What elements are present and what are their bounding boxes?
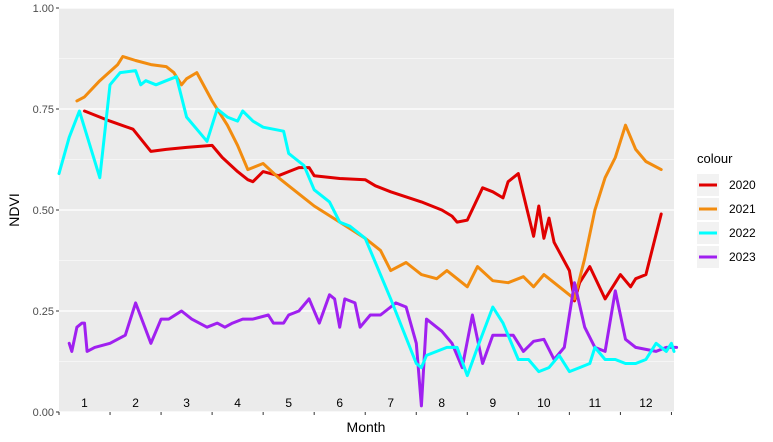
month-label: 3 bbox=[183, 396, 190, 410]
y-axis-ticks: 0.00 0.25 0.50 0.75 1.00 bbox=[33, 3, 59, 419]
month-labels: 1 2 3 4 5 6 7 8 9 10 11 12 bbox=[81, 396, 653, 410]
series-line-2023 bbox=[67, 281, 679, 408]
month-label: 11 bbox=[589, 396, 602, 410]
minor-gridlines bbox=[59, 58, 674, 362]
month-label: 2 bbox=[132, 396, 139, 410]
month-label: 8 bbox=[438, 396, 445, 410]
legend-title: colour bbox=[697, 151, 733, 166]
y-tick-label: 0.75 bbox=[33, 104, 54, 116]
y-tick-label: 0.50 bbox=[33, 205, 54, 217]
series-lines bbox=[57, 55, 679, 408]
y-tick-label: 0.25 bbox=[33, 306, 54, 318]
month-label: 10 bbox=[537, 396, 551, 410]
y-axis-title: NDVI bbox=[6, 193, 22, 226]
y-tick-label: 1.00 bbox=[33, 3, 54, 15]
month-label: 6 bbox=[336, 396, 343, 410]
legend-items: 2020 2021 2022 2023 bbox=[697, 174, 756, 268]
x-axis-ticks bbox=[58, 412, 672, 415]
x-axis-title: Month bbox=[347, 419, 386, 435]
month-label: 1 bbox=[81, 396, 88, 410]
legend-label-2020: 2020 bbox=[729, 178, 756, 192]
series-line-2022 bbox=[57, 69, 676, 378]
y-tick-label: 0.00 bbox=[33, 407, 54, 419]
legend-label-2021: 2021 bbox=[729, 202, 756, 216]
legend: colour 2020 2021 2022 2023 bbox=[697, 151, 756, 268]
month-label: 7 bbox=[387, 396, 394, 410]
month-label: 12 bbox=[639, 396, 653, 410]
legend-label-2022: 2022 bbox=[729, 226, 756, 240]
legend-label-2023: 2023 bbox=[729, 250, 756, 264]
month-label: 4 bbox=[234, 396, 241, 410]
month-label: 5 bbox=[285, 396, 292, 410]
month-label: 9 bbox=[489, 396, 496, 410]
